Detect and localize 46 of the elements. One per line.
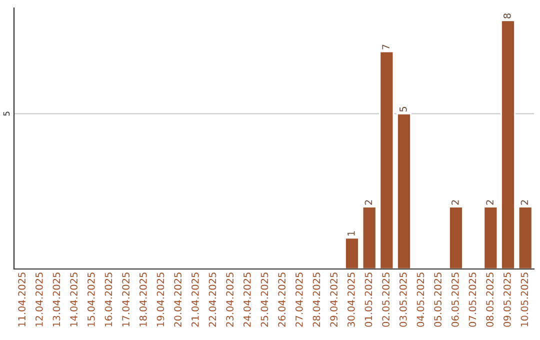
x-tick-label: 08.05.2025 <box>486 272 494 327</box>
x-tick-label: 26.04.2025 <box>278 272 286 327</box>
x-tick-label: 21.04.2025 <box>191 272 199 327</box>
bar <box>344 237 360 269</box>
x-tick-label: 22.04.2025 <box>208 272 216 327</box>
bar <box>500 20 516 269</box>
x-tick-label: 01.05.2025 <box>364 272 372 327</box>
x-tick-label: 29.04.2025 <box>330 272 338 327</box>
x-tick-label: 15.04.2025 <box>87 272 95 326</box>
x-tick-label: 09.05.2025 <box>503 272 511 327</box>
x-tick-label: 27.04.2025 <box>295 272 303 327</box>
bar <box>362 206 377 269</box>
data-label: 2 <box>520 200 528 205</box>
x-tick-label: 10.05.2025 <box>520 272 528 326</box>
bar <box>518 206 533 269</box>
bar <box>483 206 498 269</box>
x-tick-label: 20.04.2025 <box>174 272 182 327</box>
x-tick-label: 11.04.2025 <box>18 272 26 326</box>
bar <box>448 206 464 269</box>
data-label: 1 <box>348 231 355 236</box>
x-tick-label: 05.05.2025 <box>434 272 442 327</box>
data-label: 5 <box>400 106 407 112</box>
x-tick-label: 30.04.2025 <box>347 272 355 327</box>
data-label: 2 <box>486 200 494 205</box>
data-label: 2 <box>364 200 372 205</box>
x-tick-label: 16.04.2025 <box>104 272 112 326</box>
x-tick-label: 12.04.2025 <box>35 272 43 326</box>
data-label: 7 <box>382 44 390 50</box>
x-tick-label: 24.04.2025 <box>243 272 251 327</box>
x-tick-label: 13.04.2025 <box>52 272 60 326</box>
bar <box>396 112 412 269</box>
data-label: 8 <box>503 14 511 18</box>
x-tick-label: 02.05.2025 <box>382 272 390 327</box>
x-tick-label: 17.04.2025 <box>122 272 130 326</box>
x-tick-label: 25.04.2025 <box>260 272 268 327</box>
data-label: 2 <box>451 200 459 205</box>
x-tick-label: 23.04.2025 <box>226 272 234 327</box>
x-tick-label: 14.04.2025 <box>70 272 78 326</box>
x-tick-label: 19.04.2025 <box>156 272 164 326</box>
x-tick-label: 03.05.2025 <box>399 272 407 327</box>
bar <box>379 50 394 269</box>
x-tick-label: 07.05.2025 <box>468 272 476 327</box>
x-tick-label: 18.04.2025 <box>139 272 147 326</box>
x-tick-label: 04.05.2025 <box>416 272 424 327</box>
x-tick-label: 28.04.2025 <box>312 272 320 327</box>
x-tick-label: 06.05.2025 <box>451 272 459 327</box>
